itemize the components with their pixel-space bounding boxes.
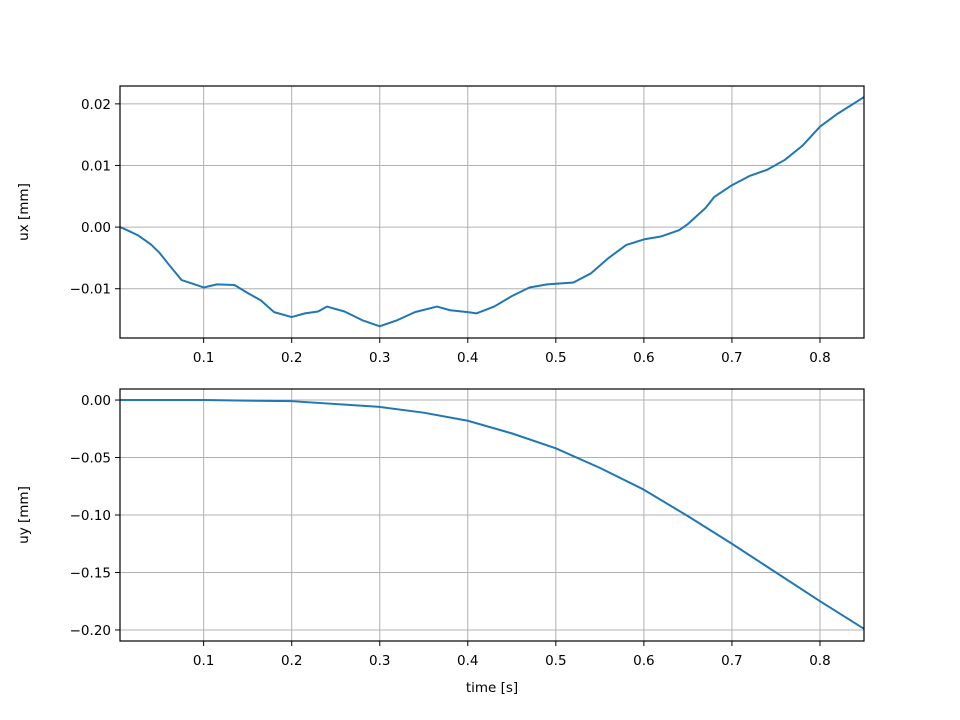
x-tick-label: 0.1 [193,653,214,669]
x-tick-label: 0.7 [721,653,742,669]
y-tick-label: 0.00 [81,393,111,409]
x-axis-label: time [s] [466,680,518,696]
y-axis-label: uy [mm] [16,486,32,544]
x-tick-label: 0.6 [633,350,654,366]
x-tick-label: 0.3 [369,653,390,669]
y-tick-label: −0.15 [70,565,111,581]
axes-frame [119,85,865,339]
axes-frame [119,388,865,642]
x-tick-label: 0.2 [281,350,302,366]
x-tick-label: 0.7 [721,350,742,366]
x-tick-label: 0.2 [281,653,302,669]
data-line [119,96,865,328]
y-tick-label: 0.02 [81,97,111,113]
x-tick-label: 0.8 [809,653,830,669]
data-line [120,399,865,630]
y-tick-label: −0.20 [70,623,111,639]
x-tick-label: 0.5 [545,350,566,366]
x-tick-label: 0.1 [193,350,214,366]
y-tick-label: 0.01 [81,158,111,174]
x-tick-label: 0.4 [457,653,478,669]
y-tick-label: −0.01 [70,282,111,298]
y-tick-label: −0.05 [70,451,111,467]
x-tick-label: 0.4 [457,350,478,366]
y-axis-label: ux [mm] [16,183,32,241]
y-tick-label: 0.00 [81,220,111,236]
x-tick-label: 0.8 [809,350,830,366]
x-tick-label: 0.5 [545,653,566,669]
y-tick-label: −0.10 [70,508,111,524]
x-tick-label: 0.3 [369,350,390,366]
x-tick-label: 0.6 [633,653,654,669]
